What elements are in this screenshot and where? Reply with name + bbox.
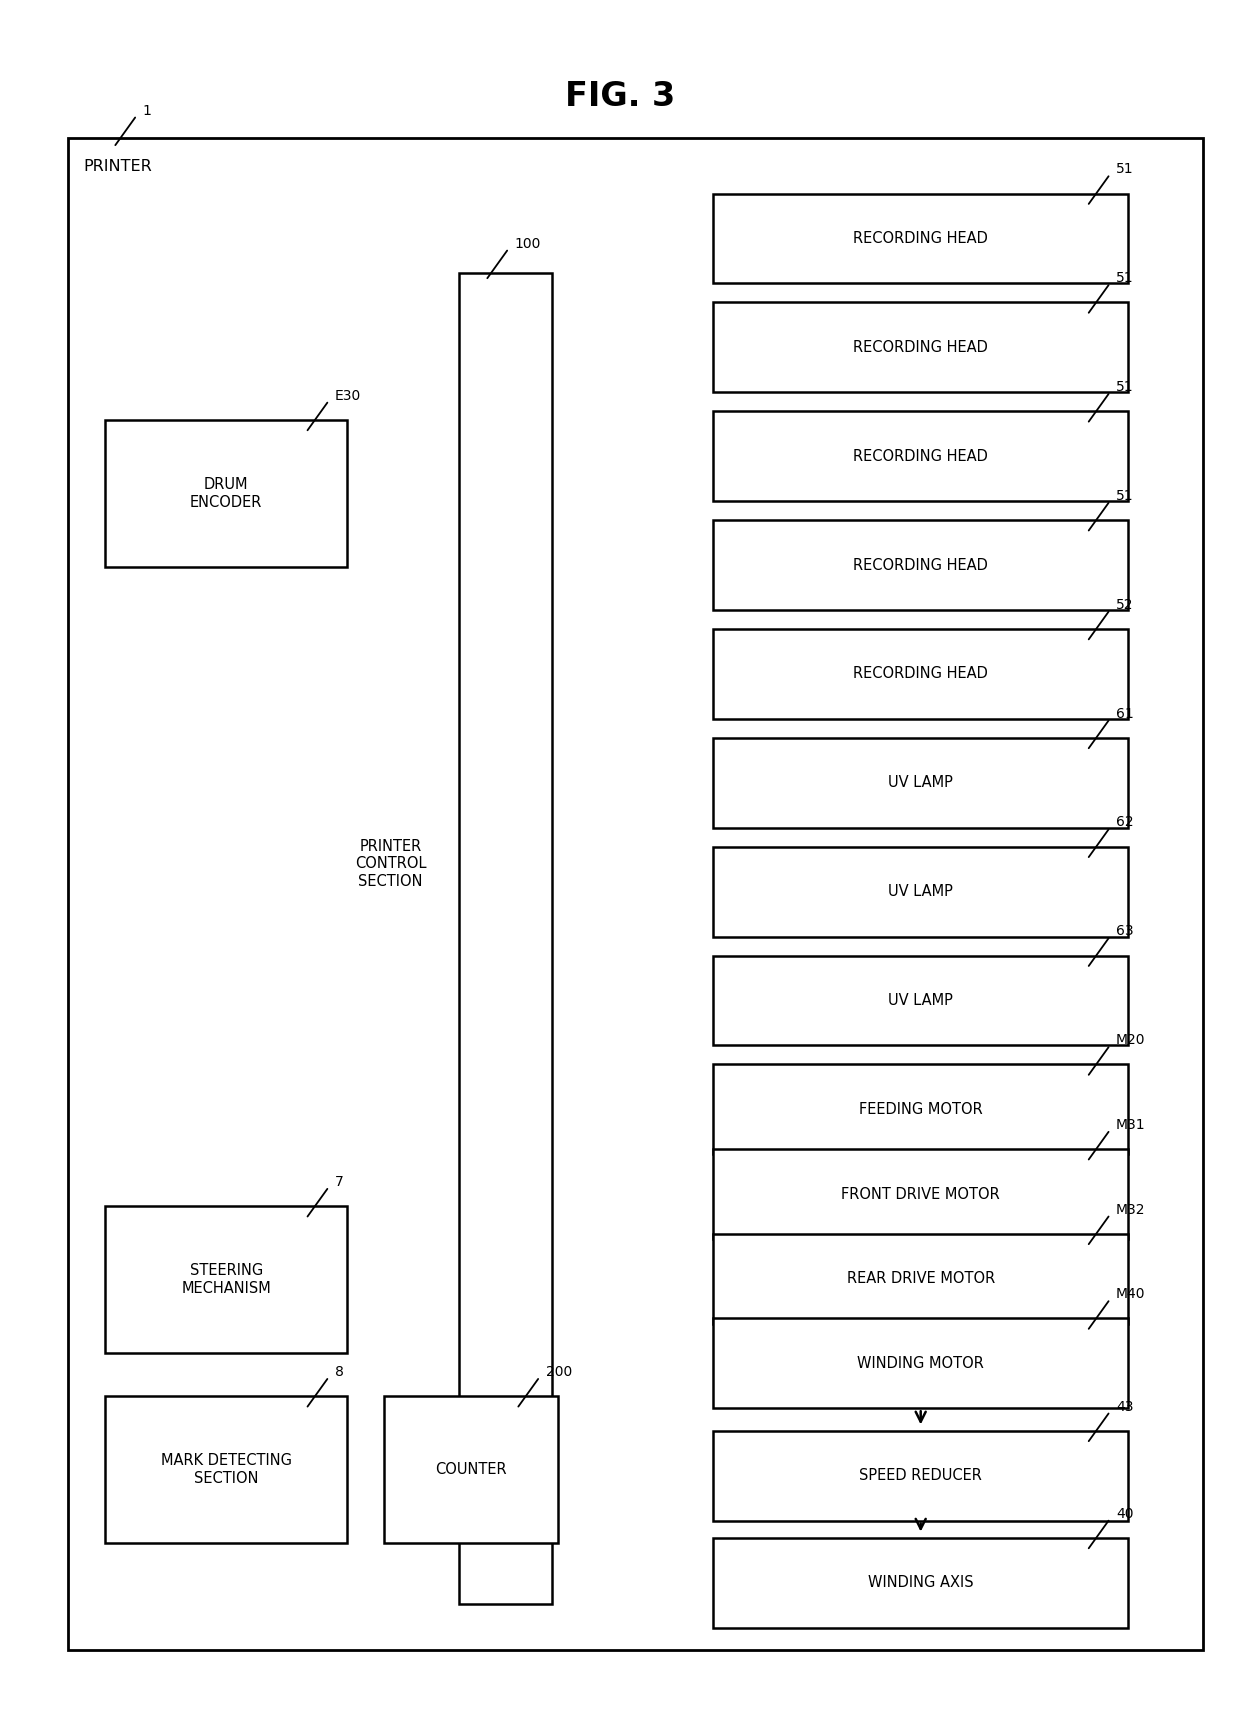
Bar — [713, 1234, 1128, 1324]
Text: UV LAMP: UV LAMP — [888, 776, 954, 790]
Text: 61: 61 — [1116, 707, 1133, 721]
Bar — [713, 302, 1128, 392]
Bar — [105, 1396, 347, 1543]
Text: DRUM
ENCODER: DRUM ENCODER — [190, 477, 263, 510]
Text: 8: 8 — [335, 1365, 343, 1379]
Text: 1: 1 — [143, 104, 151, 118]
Text: RECORDING HEAD: RECORDING HEAD — [853, 449, 988, 463]
Text: RECORDING HEAD: RECORDING HEAD — [853, 232, 988, 245]
Text: 51: 51 — [1116, 380, 1133, 394]
Bar — [713, 629, 1128, 719]
Bar — [459, 273, 552, 1604]
Text: M20: M20 — [1116, 1033, 1146, 1047]
Text: M40: M40 — [1116, 1287, 1146, 1301]
Text: E30: E30 — [335, 389, 361, 403]
Bar — [105, 420, 347, 567]
Bar — [713, 1064, 1128, 1154]
Text: REAR DRIVE MOTOR: REAR DRIVE MOTOR — [847, 1272, 994, 1286]
Text: FIG. 3: FIG. 3 — [565, 79, 675, 114]
Text: WINDING MOTOR: WINDING MOTOR — [857, 1356, 985, 1370]
Bar — [105, 1206, 347, 1353]
Text: 7: 7 — [335, 1175, 343, 1189]
Bar — [68, 138, 1203, 1650]
Text: M32: M32 — [1116, 1203, 1146, 1217]
Text: FRONT DRIVE MOTOR: FRONT DRIVE MOTOR — [841, 1187, 1001, 1201]
Text: STEERING
MECHANISM: STEERING MECHANISM — [181, 1263, 272, 1296]
Text: SPEED REDUCER: SPEED REDUCER — [859, 1469, 982, 1483]
Text: 62: 62 — [1116, 816, 1133, 829]
Bar — [384, 1396, 558, 1543]
Text: 51: 51 — [1116, 489, 1133, 503]
Bar — [713, 738, 1128, 828]
Text: MARK DETECTING
SECTION: MARK DETECTING SECTION — [161, 1453, 291, 1486]
Text: PRINTER: PRINTER — [83, 159, 151, 175]
Text: UV LAMP: UV LAMP — [888, 994, 954, 1007]
Bar — [713, 956, 1128, 1045]
Bar — [713, 520, 1128, 610]
Bar — [713, 1538, 1128, 1628]
Text: COUNTER: COUNTER — [435, 1462, 507, 1477]
Text: 52: 52 — [1116, 598, 1133, 612]
Bar — [713, 411, 1128, 501]
Text: 51: 51 — [1116, 271, 1133, 285]
Text: 100: 100 — [515, 237, 541, 251]
Text: RECORDING HEAD: RECORDING HEAD — [853, 340, 988, 354]
Bar — [713, 194, 1128, 283]
Text: 51: 51 — [1116, 162, 1133, 176]
Text: 200: 200 — [546, 1365, 572, 1379]
Bar — [713, 847, 1128, 937]
Text: 43: 43 — [1116, 1400, 1133, 1414]
Text: 63: 63 — [1116, 924, 1133, 938]
Text: FEEDING MOTOR: FEEDING MOTOR — [859, 1102, 982, 1116]
Bar — [713, 1318, 1128, 1408]
Text: M31: M31 — [1116, 1118, 1146, 1132]
Text: RECORDING HEAD: RECORDING HEAD — [853, 558, 988, 572]
Text: RECORDING HEAD: RECORDING HEAD — [853, 667, 988, 681]
Text: UV LAMP: UV LAMP — [888, 885, 954, 899]
Text: 40: 40 — [1116, 1507, 1133, 1521]
Bar — [713, 1149, 1128, 1239]
Text: WINDING AXIS: WINDING AXIS — [868, 1576, 973, 1590]
Text: PRINTER
CONTROL
SECTION: PRINTER CONTROL SECTION — [355, 840, 427, 888]
Bar — [713, 1431, 1128, 1521]
